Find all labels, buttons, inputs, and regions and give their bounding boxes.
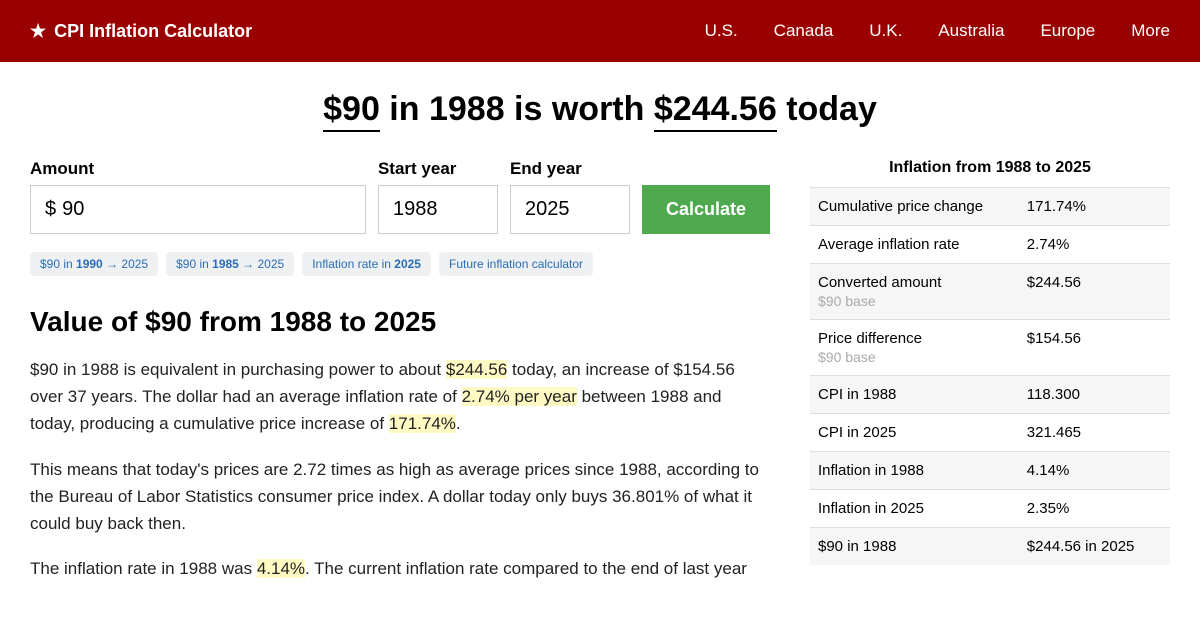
stats-value: 118.300	[1019, 376, 1170, 414]
start-year-label: Start year	[378, 159, 498, 179]
stats-row: Price difference$90 base$154.56	[810, 320, 1170, 376]
stats-label: Inflation in 2025	[810, 490, 1019, 528]
start-year-input[interactable]: 1988	[378, 185, 498, 234]
stats-label: $90 in 1988	[810, 528, 1019, 566]
content: $90 in 1988 is worth $244.56 today Amoun…	[0, 62, 1200, 600]
brand[interactable]: ★ CPI Inflation Calculator	[30, 21, 252, 42]
paragraph-2: This means that today's prices are 2.72 …	[30, 456, 770, 538]
stats-row: $90 in 1988$244.56 in 2025	[810, 528, 1170, 566]
stats-label: CPI in 2025	[810, 414, 1019, 452]
stats-row: Average inflation rate2.74%	[810, 226, 1170, 264]
stats-label: Inflation in 1988	[810, 452, 1019, 490]
nav-item-australia[interactable]: Australia	[938, 21, 1004, 41]
stats-row: CPI in 1988118.300	[810, 376, 1170, 414]
stats-label: Cumulative price change	[810, 188, 1019, 226]
nav-item-europe[interactable]: Europe	[1040, 21, 1095, 41]
currency-symbol: $	[45, 198, 56, 221]
stats-panel: Inflation from 1988 to 2025 Cumulative p…	[810, 159, 1170, 565]
nav: U.S. Canada U.K. Australia Europe More	[705, 21, 1170, 41]
stats-value: 2.35%	[1019, 490, 1170, 528]
chip-rate-2025[interactable]: Inflation rate in 2025	[302, 252, 431, 276]
left-column: Amount $ 90 Start year 1988 End year 202…	[30, 159, 770, 600]
stats-row: Cumulative price change171.74%	[810, 188, 1170, 226]
calculator-form: Amount $ 90 Start year 1988 End year 202…	[30, 159, 770, 234]
paragraph-1: $90 in 1988 is equivalent in purchasing …	[30, 356, 770, 438]
headline-value: $244.56	[654, 90, 777, 132]
stats-value: $244.56 in 2025	[1019, 528, 1170, 566]
paragraph-3: The inflation rate in 1988 was 4.14%. Th…	[30, 555, 770, 582]
end-year-group: End year 2025	[510, 159, 630, 234]
end-year-label: End year	[510, 159, 630, 179]
start-year-value: 1988	[393, 198, 438, 221]
stats-row: CPI in 2025321.465	[810, 414, 1170, 452]
stats-table: Cumulative price change171.74%Average in…	[810, 187, 1170, 565]
amount-input[interactable]: $ 90	[30, 185, 366, 234]
calculate-button[interactable]: Calculate	[642, 185, 770, 234]
stats-row: Inflation in 19884.14%	[810, 452, 1170, 490]
stats-row: Inflation in 20252.35%	[810, 490, 1170, 528]
chip-1985[interactable]: $90 in 1985 → 2025	[166, 252, 294, 276]
chip-future[interactable]: Future inflation calculator	[439, 252, 593, 276]
nav-item-us[interactable]: U.S.	[705, 21, 738, 41]
amount-label: Amount	[30, 159, 366, 179]
stats-label: Price difference$90 base	[810, 320, 1019, 376]
stats-value: 2.74%	[1019, 226, 1170, 264]
stats-sublabel: $90 base	[818, 293, 1011, 309]
stats-label: Converted amount$90 base	[810, 264, 1019, 320]
header: ★ CPI Inflation Calculator U.S. Canada U…	[0, 0, 1200, 62]
stats-title: Inflation from 1988 to 2025	[810, 159, 1170, 187]
headline-mid1: in 1988 is worth	[380, 90, 654, 128]
quick-links: $90 in 1990 → 2025 $90 in 1985 → 2025 In…	[30, 252, 770, 276]
stats-sublabel: $90 base	[818, 349, 1011, 365]
end-year-value: 2025	[525, 198, 570, 221]
nav-item-canada[interactable]: Canada	[774, 21, 834, 41]
stats-label: Average inflation rate	[810, 226, 1019, 264]
nav-item-more[interactable]: More	[1131, 21, 1170, 41]
amount-group: Amount $ 90	[30, 159, 366, 234]
headline: $90 in 1988 is worth $244.56 today	[30, 90, 1170, 129]
stats-label: CPI in 1988	[810, 376, 1019, 414]
stats-value: $154.56	[1019, 320, 1170, 376]
brand-text: CPI Inflation Calculator	[54, 21, 252, 42]
stats-value: 321.465	[1019, 414, 1170, 452]
nav-item-uk[interactable]: U.K.	[869, 21, 902, 41]
section-title: Value of $90 from 1988 to 2025	[30, 306, 770, 338]
headline-mid2: today	[777, 90, 877, 128]
start-year-group: Start year 1988	[378, 159, 498, 234]
amount-value: 90	[62, 198, 84, 221]
stats-value: 4.14%	[1019, 452, 1170, 490]
stats-value: 171.74%	[1019, 188, 1170, 226]
stats-row: Converted amount$90 base$244.56	[810, 264, 1170, 320]
end-year-input[interactable]: 2025	[510, 185, 630, 234]
chip-1990[interactable]: $90 in 1990 → 2025	[30, 252, 158, 276]
headline-amount: $90	[323, 90, 380, 132]
star-icon: ★	[30, 21, 46, 42]
stats-value: $244.56	[1019, 264, 1170, 320]
